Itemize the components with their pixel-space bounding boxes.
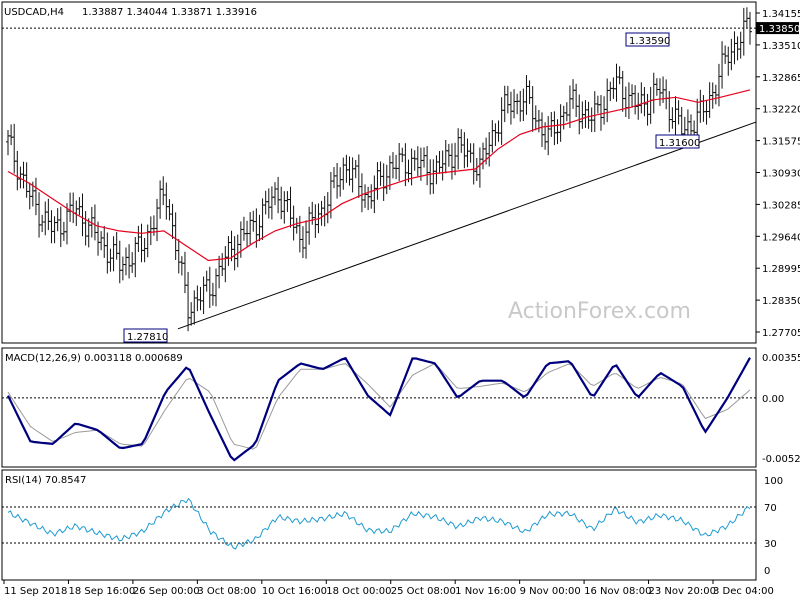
y-tick-label: 1.28995 [762, 264, 800, 275]
y-axis-labels: 1.34155 1.33510 1.32865 1.32220 1.31575 1.309… [756, 9, 800, 577]
macd-label: MACD(12,26,9) 0.003118 0.000689 [5, 353, 183, 364]
annotation-label: 1.27810 [127, 332, 168, 343]
macd-panel[interactable] [2, 356, 756, 462]
macd-frame [1, 347, 757, 468]
x-tick-label: 10 Oct 16:00 [262, 586, 327, 597]
y-tick-label: 1.32220 [762, 105, 800, 116]
watermark: ActionForex.com [508, 299, 691, 324]
ohlc-values: 1.33887 1.34044 1.33871 1.33916 [82, 7, 257, 18]
rsi-label: RSI(14) 70.8547 [5, 475, 86, 486]
ohlc-bar [748, 11, 752, 45]
panel-frames [1, 1, 757, 581]
rsi-frame [1, 469, 757, 581]
moving-average-line [7, 89, 751, 262]
rsi-panel[interactable] [2, 497, 756, 550]
x-tick-label: 26 Sep 00:00 [133, 586, 200, 597]
x-tick-label: 25 Oct 08:00 [391, 586, 456, 597]
x-tick-label: 1 Nov 16:00 [455, 586, 516, 597]
rsi-y-tick-label: 30 [764, 539, 777, 550]
annotation-label: 1.33590 [629, 36, 670, 47]
y-tick-label: 1.28350 [762, 296, 800, 307]
annotation-box [123, 328, 168, 343]
symbol-label: USDCAD,H4 [4, 7, 64, 18]
y-tick-label: 1.34155 [762, 9, 800, 20]
y-tick-label: 1.27705 [762, 328, 800, 339]
rsi-y-tick-label: 70 [764, 503, 777, 514]
x-tick-label: 11 Sep 2018 [4, 586, 67, 597]
macd-y-tick-label: -0.005222 [762, 454, 800, 465]
y-tick-label: 1.33510 [762, 41, 800, 52]
x-tick-label: 16 Nov 08:00 [584, 586, 651, 597]
x-tick-label: 3 Oct 08:00 [197, 586, 256, 597]
x-tick-label: 3 Dec 04:00 [713, 586, 774, 597]
trend-line [177, 121, 757, 330]
macd-y-tick-label: 0.00 [762, 394, 784, 405]
y-tick-label: 1.32865 [762, 73, 800, 84]
macd-y-tick-label: 0.003558 [762, 353, 800, 364]
price-annotations: 1.33590 1.31600 1.27810 [123, 32, 700, 343]
y-tick-label: 1.29640 [762, 232, 800, 243]
x-tick-label: 18 Oct 00:00 [326, 586, 391, 597]
annotation-box [655, 134, 700, 149]
y-tick-label: 1.30930 [762, 169, 800, 180]
rsi-y-tick-label: 0 [764, 566, 770, 577]
x-tick-label: 23 Nov 20:00 [649, 586, 716, 597]
current-price-box [756, 22, 799, 35]
y-tick-label: 1.30285 [762, 200, 800, 211]
current-price-label: 1.33850 [759, 24, 800, 35]
annotation-box [625, 32, 670, 47]
price-panel[interactable] [2, 7, 757, 332]
rsi-y-tick-label: 100 [764, 476, 783, 487]
rsi-line [7, 497, 751, 550]
y-tick-label: 1.31575 [762, 137, 800, 148]
annotation-label: 1.31600 [659, 138, 700, 149]
macd-main-line [7, 356, 751, 462]
price-frame [1, 1, 757, 344]
x-tick-label: 18 Sep 16:00 [68, 586, 135, 597]
x-tick-label: 9 Nov 00:00 [520, 586, 581, 597]
